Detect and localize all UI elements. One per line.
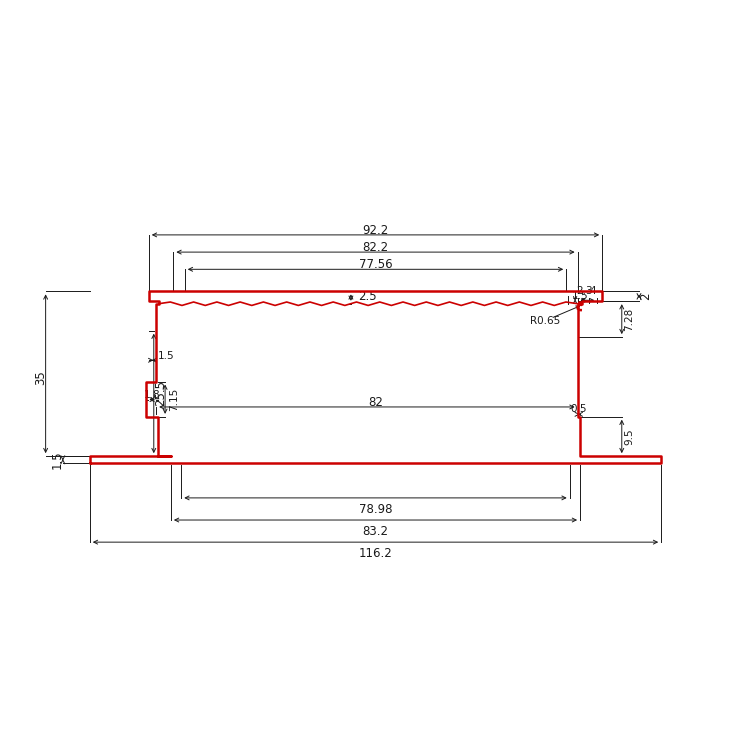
Text: 9.5: 9.5: [624, 428, 634, 445]
Text: 1.8: 1.8: [144, 390, 160, 400]
Text: R0.65: R0.65: [530, 316, 561, 326]
Text: 116.2: 116.2: [358, 547, 392, 560]
Text: 7.15: 7.15: [169, 388, 179, 411]
Text: 35: 35: [34, 370, 47, 385]
Text: 82.2: 82.2: [362, 242, 388, 254]
Text: 1.5: 1.5: [572, 291, 588, 301]
Text: 82: 82: [368, 396, 383, 409]
Text: 25.5: 25.5: [154, 380, 166, 406]
Text: 2: 2: [639, 292, 652, 300]
Text: 78.98: 78.98: [358, 503, 392, 516]
Text: 1.5: 1.5: [158, 351, 175, 361]
Text: 7.28: 7.28: [624, 308, 634, 331]
Text: 77.56: 77.56: [358, 259, 392, 272]
Text: 1.5: 1.5: [50, 451, 64, 469]
Text: 0.5: 0.5: [571, 404, 587, 415]
Text: 4: 4: [589, 286, 596, 296]
Text: 92.2: 92.2: [362, 224, 388, 237]
Text: 83.2: 83.2: [362, 525, 388, 538]
Text: 2.3: 2.3: [577, 286, 593, 296]
Text: 2.5: 2.5: [358, 290, 377, 302]
